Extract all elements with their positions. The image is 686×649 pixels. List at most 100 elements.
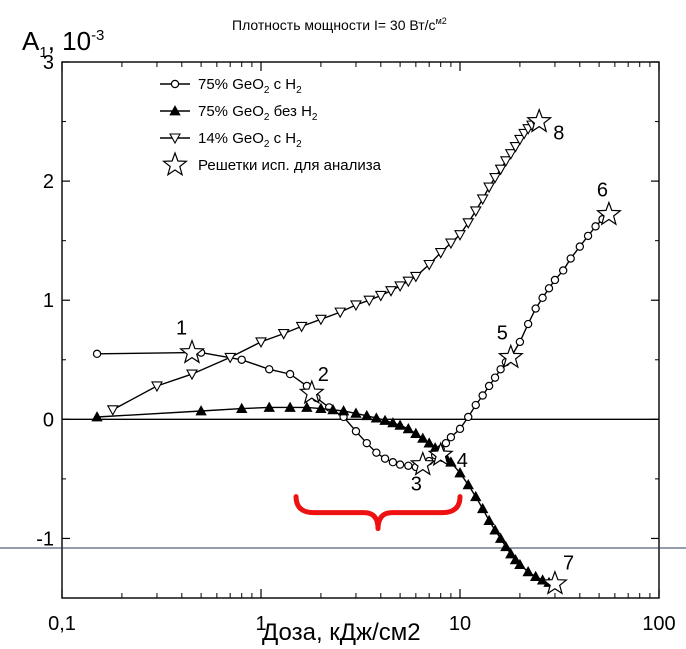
data-point — [404, 461, 413, 470]
data-point — [224, 352, 237, 364]
data-point — [106, 405, 119, 416]
data-point — [402, 423, 415, 434]
data-point — [441, 438, 451, 448]
analysis-stars-layer — [178, 107, 622, 595]
data-point — [379, 414, 391, 425]
analysis-star-8 — [526, 107, 553, 133]
point-label-5: 5 — [497, 322, 508, 344]
reference-lines-layer — [0, 418, 686, 549]
data-point — [423, 437, 435, 448]
data-point — [566, 254, 575, 263]
data-point — [402, 276, 415, 288]
data-point — [92, 349, 102, 359]
analysis-star-3 — [409, 450, 436, 476]
legend-label: 75% GeO2 с H2 — [198, 76, 302, 96]
data-point — [361, 409, 373, 421]
data-point — [372, 448, 381, 457]
data-point — [478, 391, 487, 400]
data-point — [350, 407, 362, 418]
data-point — [509, 142, 522, 153]
data-point — [464, 412, 473, 422]
data-point — [337, 405, 350, 416]
y-tick-label: -1 — [36, 528, 54, 550]
data-point — [374, 290, 387, 302]
y-tick-label: 1 — [43, 290, 54, 312]
data-point — [513, 134, 526, 146]
data-point — [462, 218, 475, 229]
data-point — [575, 242, 585, 251]
data-point — [514, 558, 526, 570]
data-point — [284, 401, 296, 412]
data-point — [237, 355, 246, 364]
legend-marker — [169, 105, 181, 116]
data-point — [476, 194, 489, 206]
data-point — [496, 365, 505, 374]
x-tick-label: 1 — [255, 613, 266, 635]
point-label-6: 6 — [597, 179, 608, 201]
legend-marker — [169, 133, 181, 145]
legend-entry-star: Решетки исп. для анализа — [161, 151, 382, 177]
data-point — [315, 402, 327, 414]
data-point — [476, 502, 489, 514]
data-point — [484, 381, 494, 391]
data-point — [454, 467, 466, 478]
data-point — [489, 524, 501, 535]
data-point — [583, 231, 593, 241]
point-label-7: 7 — [563, 553, 574, 575]
data-point — [531, 304, 540, 313]
legend-entry-circle: 75% GeO2 с H2 — [160, 76, 302, 96]
analysis-star-7 — [541, 569, 569, 595]
data-point — [470, 490, 482, 502]
data-point — [263, 401, 275, 412]
data-point — [370, 412, 383, 423]
data-point — [410, 427, 422, 439]
data-point — [444, 238, 457, 250]
plot-area-border — [61, 61, 660, 599]
data-point — [350, 300, 362, 312]
series-triangle-up — [91, 401, 561, 589]
data-point — [285, 369, 295, 379]
data-point — [394, 281, 407, 293]
analysis-star-4 — [427, 441, 454, 467]
data-point — [483, 514, 495, 525]
chart-title: Плотность мощности I= 30 Вт/см2 — [232, 16, 447, 33]
data-point — [522, 565, 534, 577]
data-point — [454, 230, 466, 241]
data-point — [362, 438, 371, 448]
data-point — [469, 206, 482, 218]
y-tick-label: 2 — [43, 171, 54, 193]
data-point — [265, 365, 274, 374]
data-point — [494, 164, 507, 176]
point-label-4: 4 — [457, 450, 468, 472]
analysis-star-2 — [298, 379, 325, 405]
series-triangle-down — [106, 117, 546, 416]
data-point — [558, 266, 568, 275]
data-point — [388, 458, 398, 467]
data-point — [529, 570, 542, 581]
data-point — [387, 417, 399, 428]
point-label-3: 3 — [411, 474, 422, 496]
data-point — [494, 532, 507, 543]
legend-label: 75% GeO2 без H2 — [198, 103, 318, 123]
data-point — [538, 293, 547, 303]
annotations-layer: 1 2 3 4 5 6 7 8 — [176, 123, 608, 575]
data-point — [151, 381, 163, 393]
legend-entry-triangle-up: 75% GeO2 без H2 — [160, 103, 318, 123]
data-point — [471, 400, 480, 410]
data-point — [462, 479, 474, 490]
data-point — [499, 156, 512, 167]
data-point — [351, 427, 361, 436]
data-point — [489, 172, 501, 184]
legend-label: 14% GeO2 с H2 — [198, 130, 302, 150]
y-axis-label: A1, 10-3 — [22, 26, 104, 61]
data-point — [255, 337, 267, 349]
data-point — [434, 248, 447, 259]
y-tick-label: 3 — [43, 52, 54, 74]
plot-frame-layer: -1 0 1 2 3 0,1 1 10 100 — [36, 52, 675, 635]
point-label-1: 1 — [176, 318, 187, 340]
x-axis-label: Доза, кДж/см2 — [262, 619, 421, 646]
series-line — [96, 406, 556, 585]
data-point — [523, 319, 533, 329]
series-circle — [92, 210, 614, 472]
data-point — [195, 405, 207, 416]
